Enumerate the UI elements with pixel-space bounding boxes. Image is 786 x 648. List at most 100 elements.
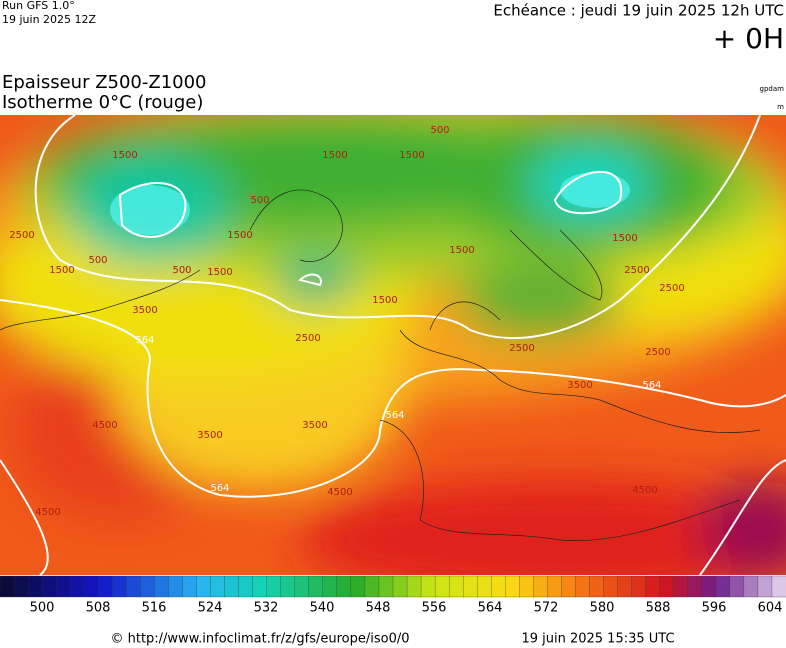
colorbar-swatch (491, 575, 506, 598)
colorbar-swatch (434, 575, 450, 598)
colorbar-swatch (673, 575, 689, 598)
colorbar-swatch (378, 575, 394, 598)
colorbar-tick-label: 508 (86, 601, 111, 616)
colorbar-swatch (519, 575, 535, 598)
contour-label: 1500 (399, 150, 424, 161)
colorbar-swatch (575, 575, 591, 598)
contour-label: 1500 (49, 265, 74, 276)
colorbar-swatch (589, 575, 605, 598)
contour-label: 3500 (567, 380, 592, 391)
colorbar-swatch (463, 575, 478, 598)
title-line2: Isotherme 0°C (rouge) (2, 92, 203, 113)
colorbar-swatch (392, 575, 408, 598)
colorbar-swatch (55, 575, 71, 598)
colorbar-swatch (336, 575, 352, 598)
colorbar-swatch (406, 575, 422, 598)
colorbar-swatch (112, 575, 127, 598)
colorbar: 500 508 516 524 532 540 548 556 564 572 580 588 596 6… (0, 575, 786, 616)
contour-label: 1500 (449, 245, 474, 256)
title-line1: Epaisseur Z500-Z1000 (2, 72, 207, 93)
colorbar-swatch (70, 575, 85, 598)
echeance: Echéance : jeudi 19 juin 2025 12h UTC (493, 2, 784, 20)
contour-label: 2500 (9, 230, 34, 241)
contour-label: 1500 (612, 233, 637, 244)
contour-label: 2500 (624, 265, 649, 276)
colorbar-swatch (547, 575, 563, 598)
colorbar-swatch (196, 575, 212, 598)
colorbar-swatch (533, 575, 549, 598)
colorbar-swatch (364, 575, 380, 598)
colorbar-swatch (84, 575, 99, 598)
contour-label: 3500 (197, 430, 222, 441)
colorbar-swatch (561, 575, 577, 598)
contour-label: 564 (642, 380, 661, 391)
run: Run GFS 1.0° (2, 0, 75, 12)
colorbar-tick-label: 564 (478, 601, 503, 616)
colorbar-swatch (252, 575, 268, 598)
contour-label: 4500 (92, 420, 117, 431)
contour-label: 1500 (227, 230, 252, 241)
colorbar-swatch (126, 575, 142, 598)
footer-date: 19 juin 2025 15:35 UTC (521, 632, 674, 647)
colorbar-swatch (154, 575, 170, 598)
colorbar-swatch (505, 575, 520, 598)
contour-label: 1500 (112, 150, 137, 161)
colorbar-swatch (715, 575, 731, 598)
colorbar-swatch (182, 575, 198, 598)
run-date: 19 juin 2025 12Z (2, 13, 97, 26)
colorbar-swatch (603, 575, 619, 598)
colorbar-swatch (420, 575, 436, 598)
footer-url: © http://www.infoclimat.fr/z/gfs/europe/… (110, 632, 409, 647)
contour-label: 4500 (327, 487, 352, 498)
colorbar-swatch (224, 575, 240, 598)
contour-label: 2500 (645, 347, 670, 358)
colorbar-swatch (98, 575, 113, 598)
colorbar-swatch (659, 575, 675, 598)
colorbar-swatch (280, 575, 296, 598)
colorbar-tick-label: 556 (422, 601, 447, 616)
offset: + 0H (713, 22, 784, 55)
colorbar-tick-label: 548 (366, 601, 391, 616)
colorbar-swatch (0, 575, 15, 598)
contour-label: 3500 (302, 420, 327, 431)
contour-label: 564 (385, 410, 404, 421)
colorbar-swatch (41, 575, 57, 598)
contour-label: 500 (88, 255, 107, 266)
colorbar-swatch (308, 575, 324, 598)
colorbar-tick-label: 500 (30, 601, 55, 616)
contour-label: 500 (250, 195, 269, 206)
contour-label: 1500 (207, 267, 232, 278)
colorbar-tick-label: 524 (198, 601, 223, 616)
colorbar-tick-label: 572 (534, 601, 559, 616)
contour-label: 2500 (659, 283, 684, 294)
colorbar-tick-label: 604 (758, 601, 783, 616)
map: 564 564 564 564 1500 1500 1500 1500 1500 1500 1500… (0, 115, 786, 575)
colorbar-tick-label: 516 (142, 601, 167, 616)
colorbar-swatch (266, 575, 282, 598)
colorbar-tick-label: 588 (646, 601, 671, 616)
colorbar-swatch (477, 575, 492, 598)
colorbar-swatch (168, 575, 184, 598)
colorbar-tick-label: 580 (590, 601, 615, 616)
colorbar-swatch (631, 575, 647, 598)
colorbar-swatch (322, 575, 338, 598)
colorbar-swatch (27, 575, 43, 598)
colorbar-swatch (140, 575, 156, 598)
colorbar-swatch (617, 575, 633, 598)
colorbar-swatch (729, 575, 745, 598)
colorbar-swatch (687, 575, 703, 598)
colorbar-swatch (448, 575, 464, 598)
contour-label: 3500 (132, 305, 157, 316)
unit: m (777, 103, 784, 111)
colorbar-swatch (757, 575, 773, 598)
contour-label: 2500 (509, 343, 534, 354)
colorbar-swatch (294, 575, 310, 598)
colorbar-swatch (350, 575, 366, 598)
contour-label: 2500 (295, 333, 320, 344)
colorbar-swatch (771, 575, 786, 598)
contour-label: 4500 (35, 507, 60, 518)
unit: gpdam (760, 85, 785, 93)
contour-label: 4500 (632, 485, 657, 496)
colorbar-tick-label: 532 (254, 601, 279, 616)
